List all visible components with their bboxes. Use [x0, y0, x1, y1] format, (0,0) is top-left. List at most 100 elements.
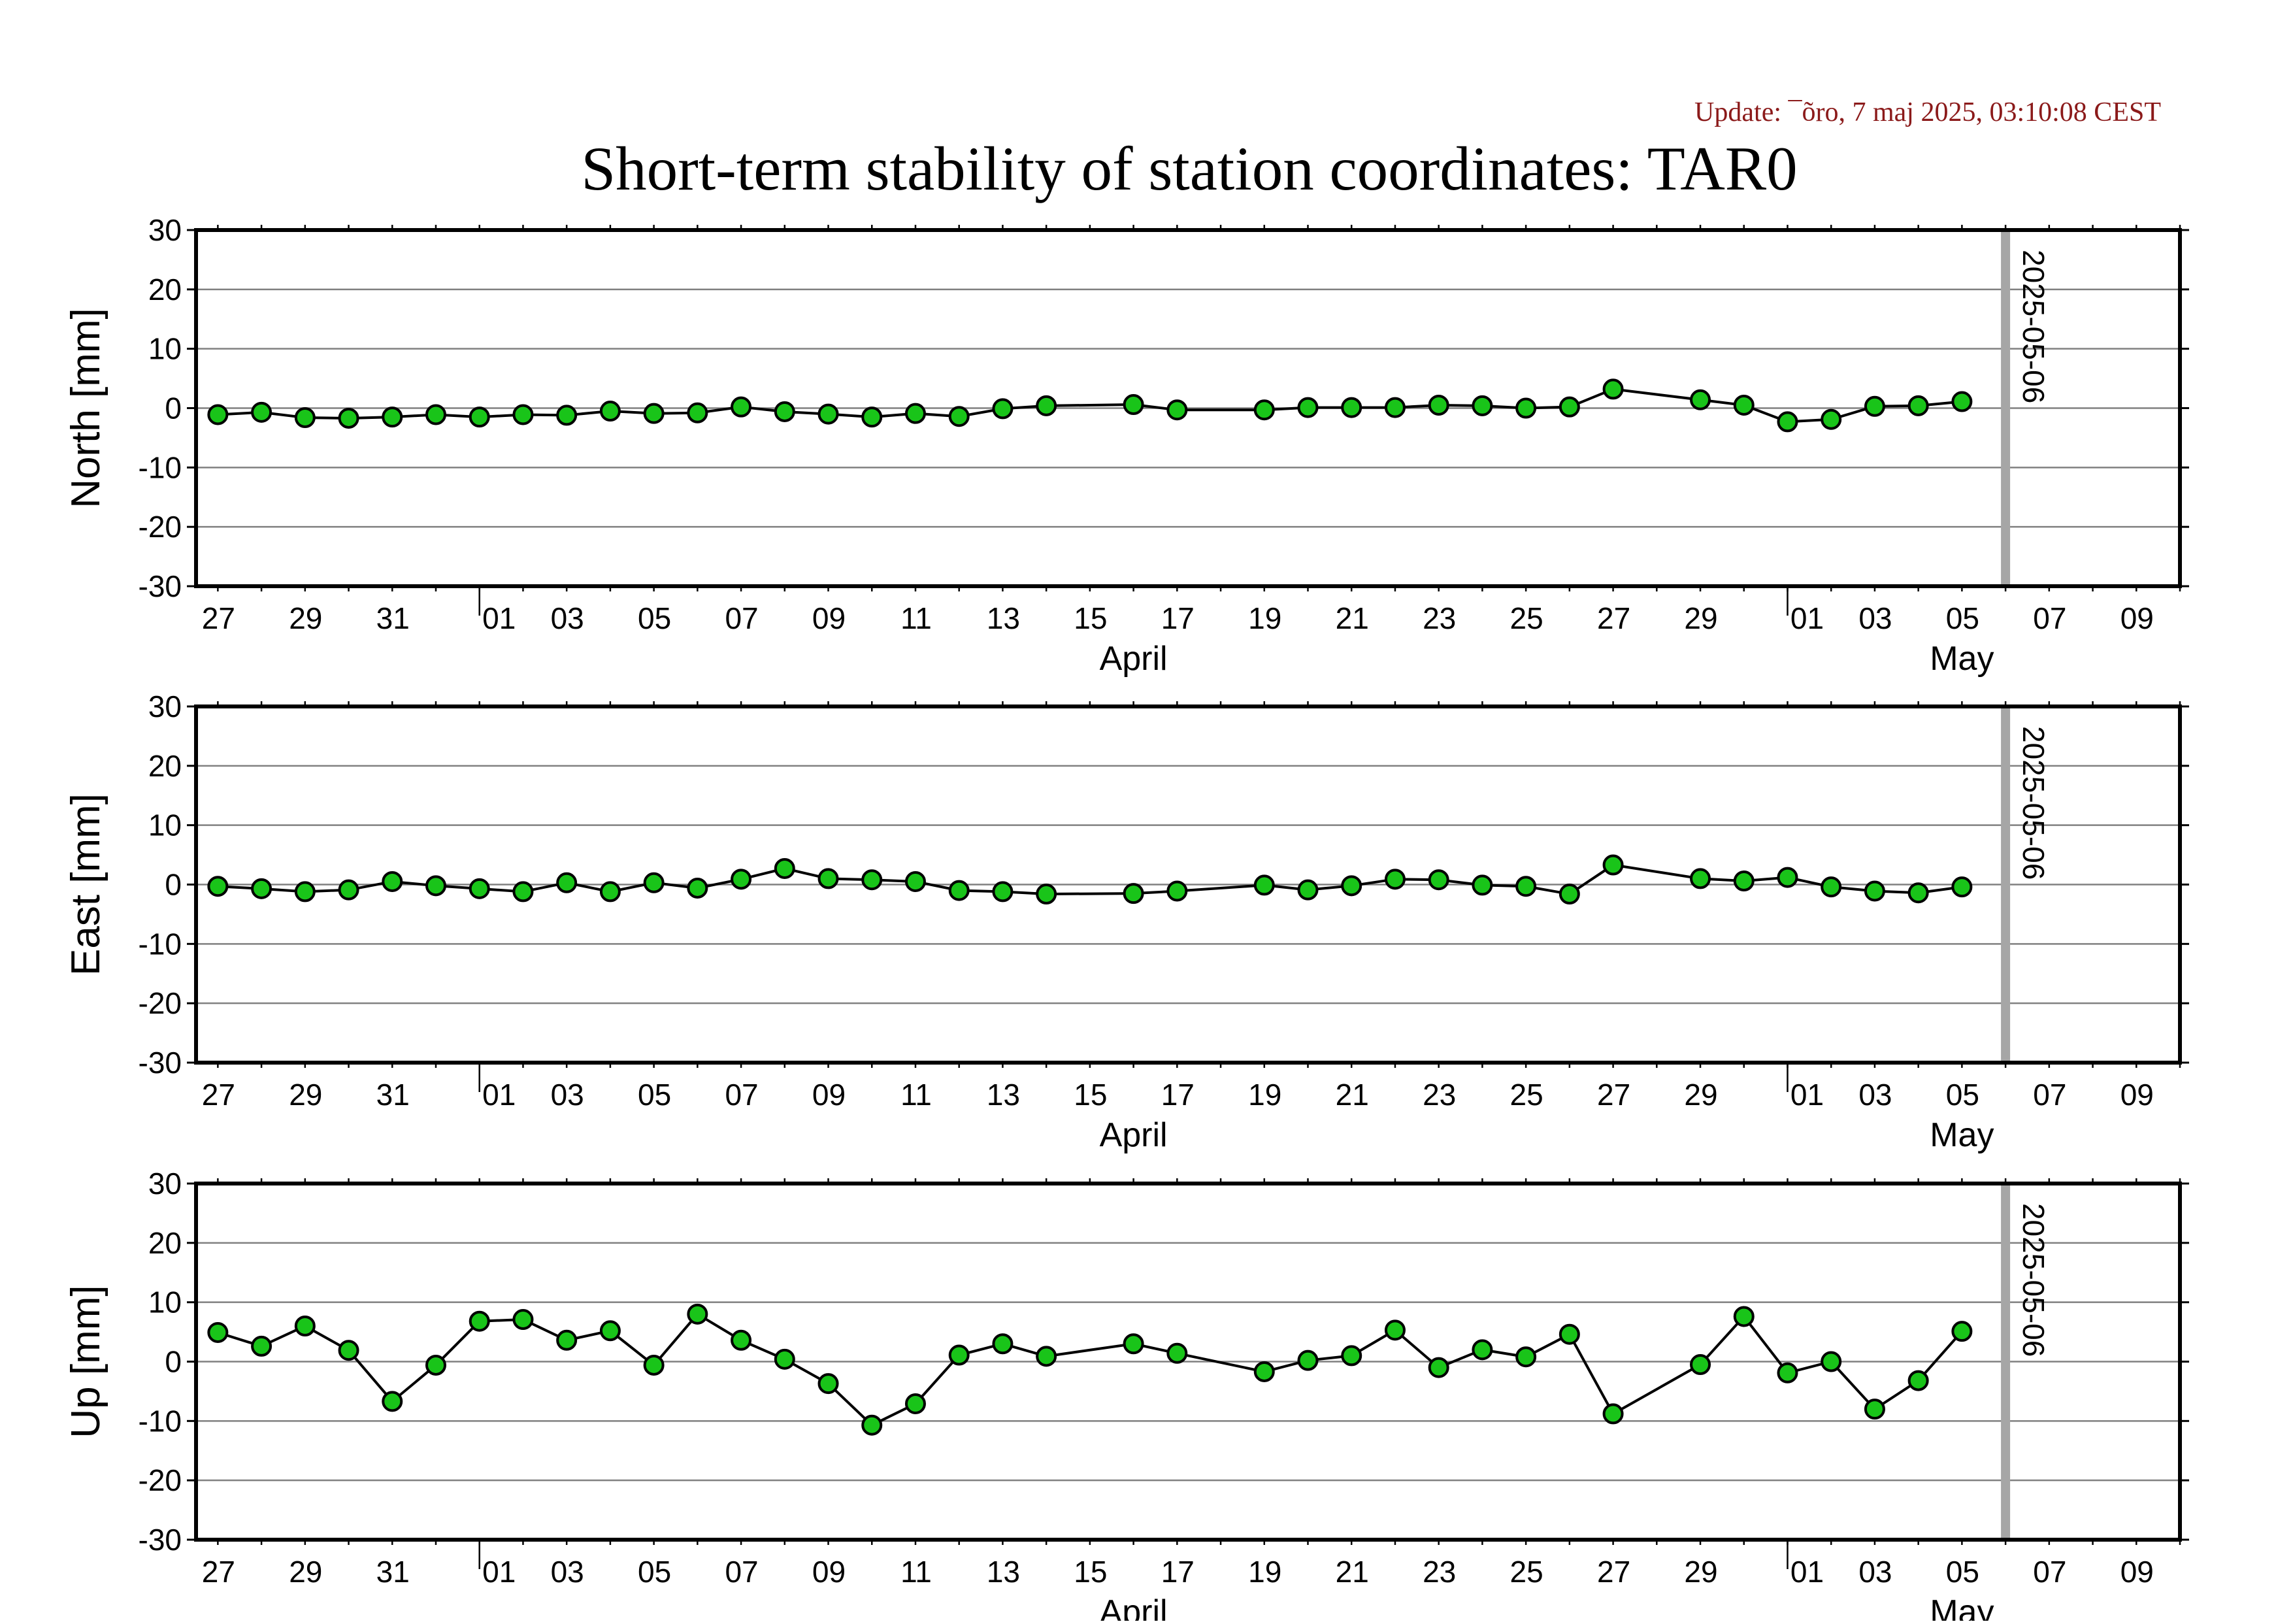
data-point	[1166, 1342, 1188, 1364]
x-tick-label: 15	[1074, 601, 1107, 635]
update-timestamp: Update: ¯õro, 7 maj 2025, 03:10:08 CEST	[1694, 97, 2161, 127]
data-point	[1428, 1357, 1449, 1378]
data-point	[861, 1414, 883, 1436]
data-point	[992, 881, 1014, 903]
x-tick-label: 25	[1510, 1078, 1543, 1112]
x-tick-label: 13	[987, 601, 1020, 635]
panel-0: 30 20 10 0 -10 -20 -30 North [mm] 27 29 31 01 03 05 07…	[63, 213, 2189, 678]
reference-date-label: 2025-05-06	[2017, 1203, 2051, 1357]
data-point	[687, 402, 708, 423]
y-tick-label: -30	[139, 569, 182, 603]
data-point	[904, 1393, 926, 1414]
y-tick-label: -20	[139, 986, 182, 1020]
data-point	[207, 404, 229, 425]
x-tick-label: 27	[1597, 1555, 1630, 1589]
x-tick-label: 21	[1336, 1555, 1369, 1589]
data-point	[1036, 884, 1057, 905]
data-point	[643, 1354, 665, 1376]
chart-title: Short-term stability of station coordina…	[581, 134, 1797, 203]
data-point	[469, 1310, 490, 1332]
data-point	[1559, 396, 1580, 418]
y-tick-label: 30	[148, 213, 182, 247]
data-point	[425, 404, 446, 425]
y-tick-label: -20	[139, 1463, 182, 1497]
data-point	[1602, 854, 1624, 876]
x-tick-label: 17	[1161, 601, 1195, 635]
x-tick-label: 05	[1946, 1555, 1979, 1589]
data-point	[904, 870, 926, 892]
data-point	[1951, 1321, 1973, 1342]
plot-frame	[194, 1182, 2182, 1542]
data-point	[1602, 1403, 1624, 1425]
data-point	[1690, 868, 1711, 889]
x-tick-label: 29	[289, 1555, 322, 1589]
x-tick-label: 19	[1248, 1078, 1281, 1112]
data-point	[643, 403, 665, 424]
x-tick-label: 13	[987, 1078, 1020, 1112]
data-point	[1123, 883, 1144, 904]
x-tick-label: 07	[2033, 601, 2066, 635]
data-point	[1690, 389, 1711, 410]
x-tick-label: 11	[900, 601, 932, 635]
x-tick-label: 11	[900, 1078, 932, 1112]
y-tick-label: 20	[148, 1226, 182, 1260]
x-tick-label: 25	[1510, 1555, 1543, 1589]
data-point	[1777, 867, 1798, 888]
y-tick-label: 20	[148, 273, 182, 307]
x-tick-label: 29	[1684, 1078, 1717, 1112]
data-point	[643, 872, 665, 893]
x-tick-label: 09	[2120, 1555, 2154, 1589]
x-tick-label: 09	[812, 601, 846, 635]
x-tick-label: 03	[551, 601, 584, 635]
data-point	[1515, 397, 1537, 419]
data-point	[1472, 874, 1493, 896]
x-tick-label: 29	[1684, 1555, 1717, 1589]
x-tick-label: 19	[1248, 601, 1281, 635]
data-point	[1951, 391, 1973, 412]
data-point	[687, 1303, 708, 1325]
data-point	[1384, 397, 1406, 418]
data-point	[425, 875, 446, 897]
x-tick-label: 27	[202, 1078, 235, 1112]
x-tick-label: 27	[202, 1555, 235, 1589]
data-point	[1428, 394, 1449, 416]
x-tick-label: 01	[1790, 1555, 1824, 1589]
y-tick-label: 0	[165, 868, 182, 902]
x-tick-label: 05	[1946, 1078, 1979, 1112]
panel-2: 30 20 10 0 -10 -20 -30 Up [mm] 27 29 31 01 03 05 07 09 1…	[63, 1167, 2189, 1624]
data-point	[382, 406, 403, 428]
data-point	[1036, 395, 1057, 416]
data-point	[1864, 880, 1885, 902]
data-point	[1428, 869, 1449, 891]
data-point	[294, 881, 316, 903]
y-tick-label: 10	[148, 332, 182, 366]
x-tick-label: 31	[376, 601, 410, 635]
data-point	[817, 403, 839, 425]
data-point	[1777, 411, 1798, 433]
y-tick-label: -30	[139, 1046, 182, 1080]
data-point	[1821, 408, 1842, 430]
y-axis-label: Up [mm]	[63, 1285, 108, 1438]
month-label: April	[1100, 640, 1168, 678]
x-tick-label: 07	[2033, 1078, 2066, 1112]
data-point	[251, 401, 272, 423]
data-point	[1733, 394, 1755, 416]
data-point	[599, 881, 621, 903]
data-point	[1864, 1399, 1885, 1420]
data-point	[1907, 1370, 1929, 1391]
data-point	[294, 407, 316, 429]
data-point	[948, 1344, 970, 1366]
reference-date-label: 2025-05-06	[2017, 726, 2051, 880]
x-tick-label: 07	[725, 1555, 758, 1589]
data-point	[207, 876, 229, 897]
data-point	[904, 403, 926, 424]
y-tick-label: 20	[148, 749, 182, 783]
data-point	[251, 878, 272, 899]
x-tick-label: 11	[900, 1555, 932, 1589]
data-point	[1253, 874, 1275, 896]
data-point	[1123, 1333, 1144, 1355]
data-point	[1733, 870, 1755, 892]
x-tick-label: 23	[1423, 1555, 1456, 1589]
data-point	[1690, 1354, 1711, 1376]
